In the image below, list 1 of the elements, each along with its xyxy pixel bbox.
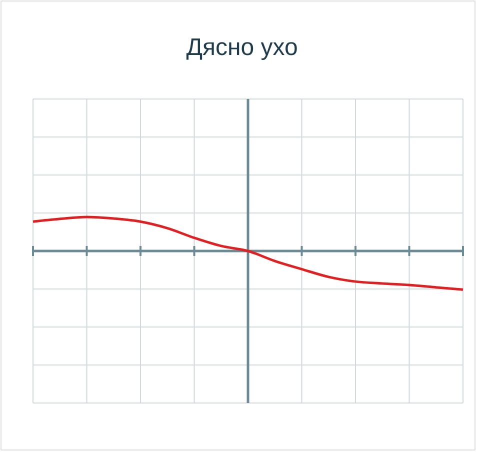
chart-title: Дясно ухо <box>186 34 298 61</box>
